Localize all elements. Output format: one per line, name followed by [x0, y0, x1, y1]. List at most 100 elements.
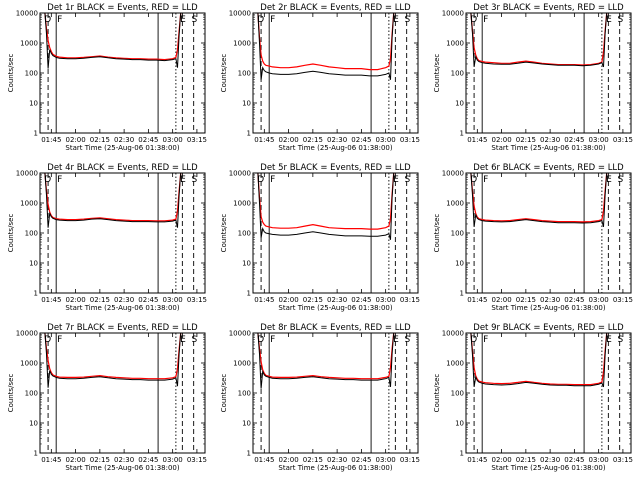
x-axis-label: Start Time (25-Aug-06 01:38:00) — [65, 464, 179, 472]
x-tick-label: 02:00 — [491, 136, 511, 144]
x-tick-label: 03:15 — [613, 456, 633, 464]
chart-panel-3: Det 3r BLACK = Events, RED = LLD 1 10 100 10… — [433, 3, 633, 152]
marker-label-S: S — [617, 15, 623, 25]
y-tick-label: 10 — [455, 100, 464, 108]
y-tick-label: 100 — [451, 390, 464, 398]
chart-panel-6: Det 6r BLACK = Events, RED = LLD 1 10 100 10… — [433, 163, 633, 312]
y-tick-label: 1000 — [20, 200, 38, 208]
chart-title: Det 9r BLACK = Events, RED = LLD — [473, 323, 624, 333]
marker-label-D: D — [470, 15, 477, 25]
y-axis-label: Counts/sec — [433, 54, 441, 93]
x-tick-label: 03:00 — [589, 296, 609, 304]
x-tick-label: 03:15 — [613, 296, 633, 304]
x-tick-label: 02:30 — [540, 456, 560, 464]
marker-label-E: E — [180, 15, 186, 25]
y-tick-label: 10 — [455, 260, 464, 268]
y-axis-label: Counts/sec — [7, 374, 15, 413]
series-line-lld-red — [44, 13, 182, 61]
x-tick-label: 01:45 — [254, 456, 274, 464]
y-tick-label: 1 — [460, 130, 464, 138]
x-tick-label: 03:00 — [163, 296, 183, 304]
x-tick-label: 02:30 — [327, 296, 347, 304]
marker-label-S: S — [404, 175, 410, 185]
marker-label-E: E — [606, 335, 612, 345]
y-tick-label: 1000 — [233, 360, 251, 368]
x-tick-label: 01:45 — [254, 296, 274, 304]
x-axis-label: Start Time (25-Aug-06 01:38:00) — [65, 304, 179, 312]
marker-label-D: D — [470, 335, 477, 345]
marker-label-D: D — [257, 15, 264, 25]
x-tick-label: 02:30 — [114, 296, 134, 304]
y-tick-label: 10 — [29, 260, 38, 268]
x-tick-label: 03:15 — [187, 136, 207, 144]
y-tick-label: 100 — [451, 70, 464, 78]
x-axis-label: Start Time (25-Aug-06 01:38:00) — [65, 144, 179, 152]
x-tick-label: 01:45 — [41, 456, 61, 464]
x-axis-label: Start Time (25-Aug-06 01:38:00) — [491, 464, 605, 472]
x-tick-label: 03:00 — [589, 136, 609, 144]
series-group — [470, 333, 608, 388]
marker-label-E: E — [606, 15, 612, 25]
chart-panel-1: Det 1r BLACK = Events, RED = LLD 1 10 100 10… — [7, 3, 207, 152]
y-tick-label: 100 — [25, 70, 38, 78]
y-tick-label: 100 — [238, 70, 251, 78]
series-group — [44, 13, 182, 69]
y-tick-label: 1000 — [446, 360, 464, 368]
marker-label-S: S — [191, 15, 197, 25]
marker-label-D: D — [257, 335, 264, 345]
series-group — [44, 333, 182, 388]
y-tick-label: 100 — [238, 230, 251, 238]
y-axis-label: Counts/sec — [7, 54, 15, 93]
marker-label-E: E — [393, 335, 399, 345]
marker-label-S: S — [617, 175, 623, 185]
marker-label-S: S — [191, 175, 197, 185]
series-line-lld-red — [257, 333, 395, 380]
x-tick-label: 02:45 — [564, 456, 584, 464]
x-axis-label: Start Time (25-Aug-06 01:38:00) — [278, 144, 392, 152]
chart-title: Det 2r BLACK = Events, RED = LLD — [260, 3, 411, 13]
x-tick-label: 02:45 — [138, 296, 158, 304]
series-line-events-black — [470, 173, 608, 228]
x-tick-label: 02:15 — [90, 296, 110, 304]
y-tick-label: 10000 — [442, 170, 464, 178]
plot-frame — [465, 332, 632, 454]
marker-label-F: F — [270, 335, 275, 345]
y-tick-label: 10000 — [229, 10, 251, 18]
x-tick-label: 01:45 — [467, 296, 487, 304]
x-tick-label: 02:15 — [303, 136, 323, 144]
x-tick-label: 03:15 — [400, 296, 420, 304]
series-line-events-black — [257, 173, 395, 240]
marker-label-S: S — [191, 335, 197, 345]
plot-frame — [39, 332, 206, 454]
x-axis-label: Start Time (25-Aug-06 01:38:00) — [491, 304, 605, 312]
y-tick-label: 10000 — [442, 330, 464, 338]
y-axis-label: Counts/sec — [433, 374, 441, 413]
y-tick-label: 1 — [247, 130, 251, 138]
x-tick-label: 03:00 — [163, 136, 183, 144]
x-axis-label: Start Time (25-Aug-06 01:38:00) — [491, 144, 605, 152]
y-tick-label: 10000 — [229, 330, 251, 338]
series-line-lld-red — [44, 173, 182, 222]
chart-title: Det 5r BLACK = Events, RED = LLD — [260, 163, 411, 173]
y-tick-label: 1 — [34, 130, 38, 138]
y-axis-label: Counts/sec — [220, 214, 228, 253]
marker-label-D: D — [257, 175, 264, 185]
plot-frame — [39, 172, 206, 294]
x-tick-label: 02:00 — [65, 136, 85, 144]
x-tick-label: 03:15 — [187, 456, 207, 464]
x-tick-label: 02:30 — [114, 456, 134, 464]
marker-label-F: F — [57, 335, 62, 345]
marker-label-F: F — [483, 335, 488, 345]
x-tick-label: 01:45 — [254, 136, 274, 144]
marker-label-F: F — [57, 15, 62, 25]
x-tick-label: 02:30 — [540, 136, 560, 144]
chart-panel-2: Det 2r BLACK = Events, RED = LLD 1 10 100 10… — [220, 3, 420, 152]
plot-frame — [252, 12, 419, 134]
x-tick-label: 02:15 — [90, 136, 110, 144]
marker-label-E: E — [393, 175, 399, 185]
y-axis-label: Counts/sec — [7, 214, 15, 253]
x-tick-label: 02:30 — [327, 136, 347, 144]
y-tick-label: 100 — [238, 390, 251, 398]
x-tick-label: 02:00 — [491, 296, 511, 304]
x-tick-label: 01:45 — [467, 136, 487, 144]
